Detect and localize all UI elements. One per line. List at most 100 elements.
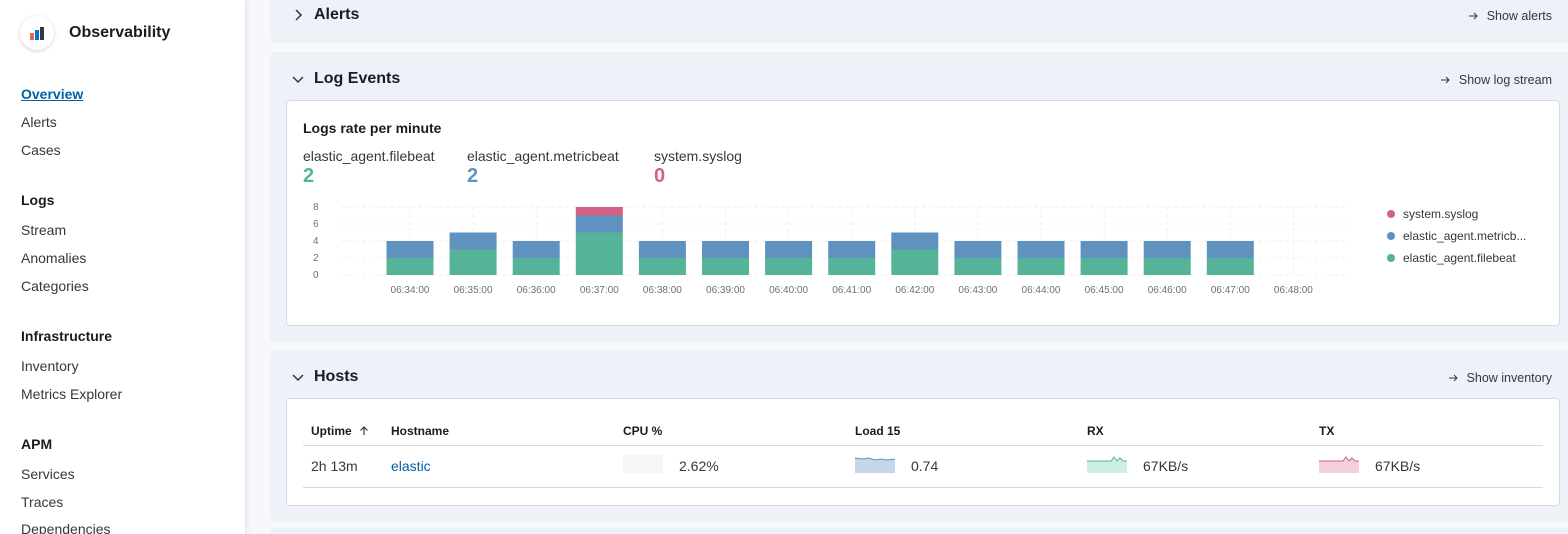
hosts-panel: Hosts Show inventory Uptime Hostname CPU…	[270, 350, 1568, 522]
bar-segment-elastic-agent-metricbeat	[575, 215, 623, 233]
stat-syslog: system.syslog 0	[654, 148, 742, 188]
show-inventory-label: Show inventory	[1466, 371, 1552, 385]
alerts-panel-title: Alerts	[314, 6, 360, 23]
cpu-value: 2.62%	[679, 458, 719, 474]
chart-title: Logs rate per minute	[303, 120, 442, 136]
chevron-down-icon	[292, 76, 304, 84]
x-tick-label: 06:42:00	[895, 285, 934, 296]
arrow-right-icon	[1448, 374, 1458, 382]
cpu-sparkline-icon	[623, 455, 663, 473]
y-tick-label: 4	[313, 236, 319, 247]
show-alerts-link[interactable]: Show alerts	[1467, 9, 1552, 23]
x-tick-label: 06:36:00	[517, 285, 556, 296]
nav-dependencies[interactable]: Dependencies	[21, 521, 111, 534]
x-tick-label: 06:40:00	[769, 285, 808, 296]
tx-value: 67KB/s	[1375, 458, 1421, 474]
show-inventory-link[interactable]: Show inventory	[1447, 371, 1552, 385]
nav-inventory[interactable]: Inventory	[21, 358, 79, 374]
observability-logo-icon	[20, 16, 54, 50]
bar-segment-elastic-agent-metricbeat	[1017, 241, 1065, 258]
hosts-panel-title: Hosts	[314, 368, 359, 385]
y-tick-label: 0	[313, 270, 319, 281]
arrow-up-icon	[359, 426, 368, 435]
table-row: 2h 13m elastic 2.62% 0.74	[303, 446, 1543, 488]
col-uptime[interactable]: Uptime	[311, 424, 370, 438]
x-tick-label: 06:48:00	[1274, 285, 1313, 296]
chevron-right-icon	[295, 9, 303, 21]
x-tick-label: 06:44:00	[1022, 285, 1061, 296]
bar-segment-elastic-agent-filebeat	[386, 258, 434, 275]
stat-filebeat-label: elastic_agent.filebeat	[303, 148, 435, 164]
x-tick-label: 06:34:00	[391, 285, 430, 296]
col-rx[interactable]: RX	[1087, 424, 1104, 438]
hosts-panel-toggle[interactable]: Hosts	[290, 368, 358, 386]
sidebar: Observability Overview Alerts Cases Logs…	[0, 0, 246, 534]
bar-segment-elastic-agent-metricbeat	[891, 232, 939, 250]
bar-segment-elastic-agent-filebeat	[575, 232, 623, 275]
bar-segment-elastic-agent-filebeat	[638, 258, 686, 275]
col-cpu[interactable]: CPU %	[623, 424, 663, 438]
bar-segment-elastic-agent-filebeat	[449, 249, 497, 275]
brand[interactable]: Observability	[20, 16, 170, 50]
stat-syslog-label: system.syslog	[654, 148, 742, 164]
load-sparkline-icon	[855, 457, 895, 473]
bar-segment-elastic-agent-metricbeat	[1143, 241, 1191, 258]
nav-categories[interactable]: Categories	[21, 278, 89, 294]
legend-dot-icon	[1387, 254, 1395, 262]
cell-tx: 67KB/s	[1319, 456, 1421, 474]
bar-segment-elastic-agent-filebeat	[828, 258, 876, 275]
x-tick-label: 06:47:00	[1211, 285, 1250, 296]
table-header: Uptime Hostname CPU % Load 15 RX TX	[303, 417, 1543, 446]
bar-segment-system-syslog	[575, 207, 623, 216]
x-tick-label: 06:35:00	[454, 285, 493, 296]
legend-item-metricbeat[interactable]: elastic_agent.metricb...	[1387, 225, 1526, 247]
col-hostname[interactable]: Hostname	[391, 424, 450, 438]
app-title: Observability	[69, 24, 171, 41]
col-load[interactable]: Load 15	[855, 424, 901, 438]
col-tx[interactable]: TX	[1319, 424, 1335, 438]
nav-metrics-explorer[interactable]: Metrics Explorer	[21, 386, 123, 402]
alerts-panel: Alerts Show alerts	[270, 0, 1568, 43]
stat-filebeat: elastic_agent.filebeat 2	[303, 148, 435, 188]
y-tick-label: 8	[313, 202, 319, 213]
hostname-link[interactable]: elastic	[391, 458, 431, 474]
nav-services[interactable]: Services	[21, 466, 75, 482]
nav-traces[interactable]: Traces	[21, 494, 64, 510]
bar-segment-elastic-agent-filebeat	[512, 258, 560, 275]
nav-stream[interactable]: Stream	[21, 222, 67, 238]
logs-rate-chart: 0 2 4 6 8 06:34:00 06:35:00 06:36:00 06:37:00 06:…	[313, 202, 1349, 296]
stat-metricbeat-value: 2	[467, 165, 479, 187]
tx-sparkline-icon	[1319, 456, 1359, 473]
legend-item-syslog[interactable]: system.syslog	[1387, 203, 1526, 225]
stat-syslog-value: 0	[654, 165, 666, 187]
bar-segment-elastic-agent-filebeat	[765, 258, 813, 275]
bar-segment-elastic-agent-metricbeat	[765, 241, 813, 258]
show-alerts-label: Show alerts	[1486, 9, 1552, 23]
stat-metricbeat-label: elastic_agent.metricbeat	[467, 148, 619, 164]
bar-segment-elastic-agent-metricbeat	[512, 241, 560, 258]
cell-uptime: 2h 13m	[311, 458, 358, 474]
arrow-right-icon	[1468, 12, 1478, 20]
x-tick-label: 06:37:00	[580, 285, 619, 296]
chevron-down-icon	[292, 374, 304, 382]
x-tick-label: 06:41:00	[832, 285, 871, 296]
col-uptime-label: Uptime	[311, 424, 352, 438]
chart-legend: system.syslog elastic_agent.metricb... e…	[1387, 203, 1526, 269]
nav-group-logs: Logs	[21, 192, 55, 208]
legend-item-filebeat[interactable]: elastic_agent.filebeat	[1387, 247, 1526, 269]
x-tick-label: 06:46:00	[1148, 285, 1187, 296]
nav-alerts[interactable]: Alerts	[21, 114, 57, 130]
nav-cases[interactable]: Cases	[21, 142, 61, 158]
nav-group-apm: APM	[21, 436, 53, 452]
bar-segment-elastic-agent-filebeat	[1143, 258, 1191, 275]
bar-segment-elastic-agent-metricbeat	[386, 241, 434, 258]
alerts-panel-toggle[interactable]: Alerts	[290, 6, 359, 24]
y-tick-label: 6	[313, 219, 319, 230]
log-events-panel-toggle[interactable]: Log Events	[290, 70, 400, 88]
nav-overview[interactable]: Overview	[21, 86, 84, 102]
show-log-stream-link[interactable]: Show log stream	[1439, 73, 1552, 87]
load-value: 0.74	[911, 458, 939, 474]
nav-anomalies[interactable]: Anomalies	[21, 250, 87, 266]
rx-value: 67KB/s	[1143, 458, 1189, 474]
cell-rx: 67KB/s	[1087, 456, 1189, 474]
